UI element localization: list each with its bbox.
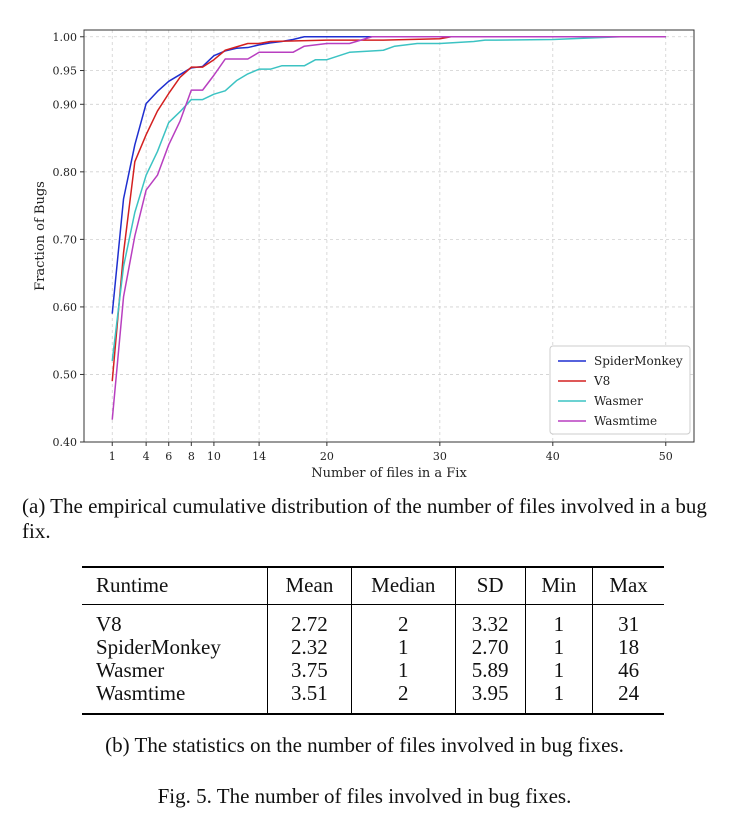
value-cell: 5.89 [454, 659, 526, 682]
value-cell: 1 [350, 659, 456, 682]
stats-table: Runtime Mean Median SD Min Max V8 2.72 2 3.32 1 31… [82, 566, 664, 715]
header-mean: Mean [267, 567, 352, 605]
x-tick-label: 8 [188, 450, 195, 463]
value-cell: 18 [592, 636, 664, 659]
series-line-v8 [111, 36, 666, 382]
table-row: Wasmer 3.75 1 5.89 1 46 [82, 659, 664, 682]
legend-label: Wasmtime [594, 414, 657, 428]
value-cell: 1 [524, 604, 593, 636]
plot-frame [83, 29, 695, 443]
stats-body: V8 2.72 2 3.32 1 31 SpiderMonkey 2.32 1 2.70 1 18 Wa… [82, 604, 664, 714]
header-min: Min [524, 567, 593, 605]
series-lines [111, 36, 666, 420]
x-tick-label: 14 [252, 450, 266, 463]
runtime-cell: SpiderMonkey [96, 635, 221, 659]
x-tick-label: 20 [320, 450, 334, 463]
y-tick-label: 0.50 [53, 368, 78, 381]
y-axis-ticks: 0.40 0.50 0.60 0.70 0.80 0.90 0.95 1.00 [53, 31, 84, 449]
value-cell: 1 [524, 636, 593, 659]
cdf-chart: 0.400.500.600.700.800.900.951.00 1 4 6 8 10 1… [33, 29, 695, 481]
legend-label: Wasmer [594, 394, 643, 408]
runtime-cell: Wasmer [96, 658, 165, 682]
value-cell: 1 [350, 636, 456, 659]
x-tick-label: 1 [109, 450, 116, 463]
value-cell: 3.51 [267, 682, 352, 714]
runtime-cell: Wasmtime [96, 681, 186, 705]
x-tick-label: 40 [546, 450, 560, 463]
header-sd: SD [454, 567, 526, 605]
x-tick-label: 4 [143, 450, 150, 463]
table-row: Wasmtime 3.51 2 3.95 1 24 [82, 682, 664, 714]
value-cell: 3.75 [267, 659, 352, 682]
y-tick-label: 0.95 [53, 65, 78, 78]
x-tick-label: 50 [659, 450, 673, 463]
series-line-spidermonkey [111, 36, 666, 314]
legend-label: SpiderMonkey [594, 354, 683, 368]
legend-label: V8 [593, 374, 610, 388]
table-row: SpiderMonkey 2.32 1 2.70 1 18 [82, 636, 664, 659]
header-runtime: Runtime [96, 573, 169, 597]
series-line-wasmer [111, 36, 666, 362]
value-cell: 46 [592, 659, 664, 682]
value-cell: 24 [592, 682, 664, 714]
value-cell: 2 [350, 682, 456, 714]
value-cell: 31 [592, 604, 664, 636]
x-tick-label: 30 [433, 450, 447, 463]
value-cell: 3.32 [454, 604, 526, 636]
legend-box [549, 345, 691, 435]
chart-legend: SpiderMonkey V8 Wasmer Wasmtime [549, 345, 691, 435]
caption-a: (a) The empirical cumulative distributio… [22, 494, 707, 543]
y-tick-label: 0.80 [53, 166, 78, 179]
value-cell: 2.32 [267, 636, 352, 659]
y-tick-label: 1.00 [53, 31, 78, 44]
y-tick-label: 0.60 [53, 301, 78, 314]
caption-b: (b) The statistics on the number of file… [105, 733, 624, 757]
x-tick-label: 10 [207, 450, 221, 463]
x-tick-label: 6 [165, 450, 172, 463]
header-median: Median [350, 567, 456, 605]
value-cell: 2 [350, 604, 456, 636]
table-row: V8 2.72 2 3.32 1 31 [82, 604, 664, 636]
y-tick-label: 0.90 [53, 98, 78, 111]
value-cell: 1 [524, 682, 593, 714]
runtime-cell: V8 [96, 612, 122, 636]
y-tick-label: 0.70 [53, 233, 78, 246]
figure-caption: Fig. 5. The number of files involved in … [157, 784, 572, 808]
value-cell: 2.72 [267, 604, 352, 636]
value-cell: 2.70 [454, 636, 526, 659]
series-line-wasmtime [111, 36, 666, 420]
y-tick-label: 0.40 [53, 436, 78, 449]
header-max: Max [592, 567, 664, 605]
value-cell: 1 [524, 659, 593, 682]
x-axis-ticks: 1 4 6 8 10 14 20 30 40 50 [109, 442, 673, 463]
stats-header-row: Runtime Mean Median SD Min Max [82, 567, 664, 605]
value-cell: 3.95 [454, 682, 526, 714]
y-axis-label: Fraction of Bugs [33, 181, 48, 291]
x-axis-label: Number of files in a Fix [311, 466, 467, 481]
